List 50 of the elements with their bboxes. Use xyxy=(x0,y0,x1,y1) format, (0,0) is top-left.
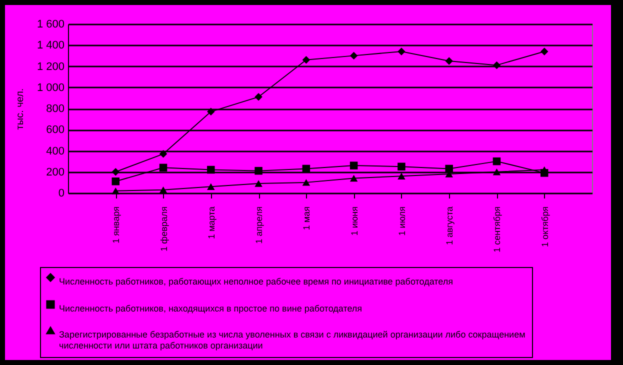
y-tick-label: 600 xyxy=(46,124,64,136)
point xyxy=(350,162,358,170)
x-tick-label: 1 октября xyxy=(540,206,550,247)
legend-label: Численность работников, работающих неполное рабочее время по инициативе работодателя xyxy=(59,276,454,286)
x-tick-label: 1 июля xyxy=(396,206,407,236)
y-axis-title: тыс. чел. xyxy=(14,88,26,130)
point xyxy=(302,164,310,173)
x-tick-label: 1 августа xyxy=(444,206,455,246)
y-tick-label: 400 xyxy=(46,145,64,158)
point xyxy=(492,61,501,70)
legend-label: Зарегистрированные безработные из числа уволенных в связи с ликвидацией организации либо сокращением численности или штата работников организации xyxy=(59,330,526,350)
point xyxy=(207,183,215,190)
point xyxy=(254,180,262,187)
point xyxy=(207,108,215,116)
point xyxy=(302,179,310,186)
x-tick-label: 1 мая xyxy=(302,206,312,230)
point xyxy=(159,186,168,194)
y-tick-label: 1 200 xyxy=(36,60,64,73)
x-tick-label: 1 сентября xyxy=(492,206,502,252)
x-tick-label: 1 апреля xyxy=(254,206,264,244)
point xyxy=(445,57,453,65)
point xyxy=(302,56,310,64)
point xyxy=(159,150,168,158)
x-tick-label: 1 января xyxy=(111,206,122,244)
x-tick-label: 1 июня xyxy=(349,206,360,236)
point xyxy=(540,48,548,56)
point xyxy=(445,164,453,173)
point xyxy=(350,174,358,182)
x-tick-label: 1 февраля xyxy=(158,206,169,252)
point xyxy=(492,168,501,176)
point xyxy=(254,93,262,101)
legend-label: Численность работников, находящихся в простое по вине работодателя xyxy=(59,304,362,314)
point xyxy=(350,52,358,60)
x-tick-label: 1 марта xyxy=(206,206,216,240)
point xyxy=(112,188,120,194)
point xyxy=(492,157,501,166)
y-tick-label: 1 600 xyxy=(36,18,64,30)
y-tick-label: 1 400 xyxy=(36,40,64,52)
point xyxy=(398,172,406,180)
y-tick-label: 200 xyxy=(46,166,64,178)
point xyxy=(112,178,120,186)
point xyxy=(254,166,262,175)
point xyxy=(112,168,120,176)
point xyxy=(159,164,168,172)
point xyxy=(398,48,406,56)
point xyxy=(398,162,406,170)
point xyxy=(207,166,215,174)
y-tick-label: 800 xyxy=(46,103,64,115)
y-tick-label: 0 xyxy=(58,188,64,200)
y-tick-label: 1 000 xyxy=(36,82,64,94)
